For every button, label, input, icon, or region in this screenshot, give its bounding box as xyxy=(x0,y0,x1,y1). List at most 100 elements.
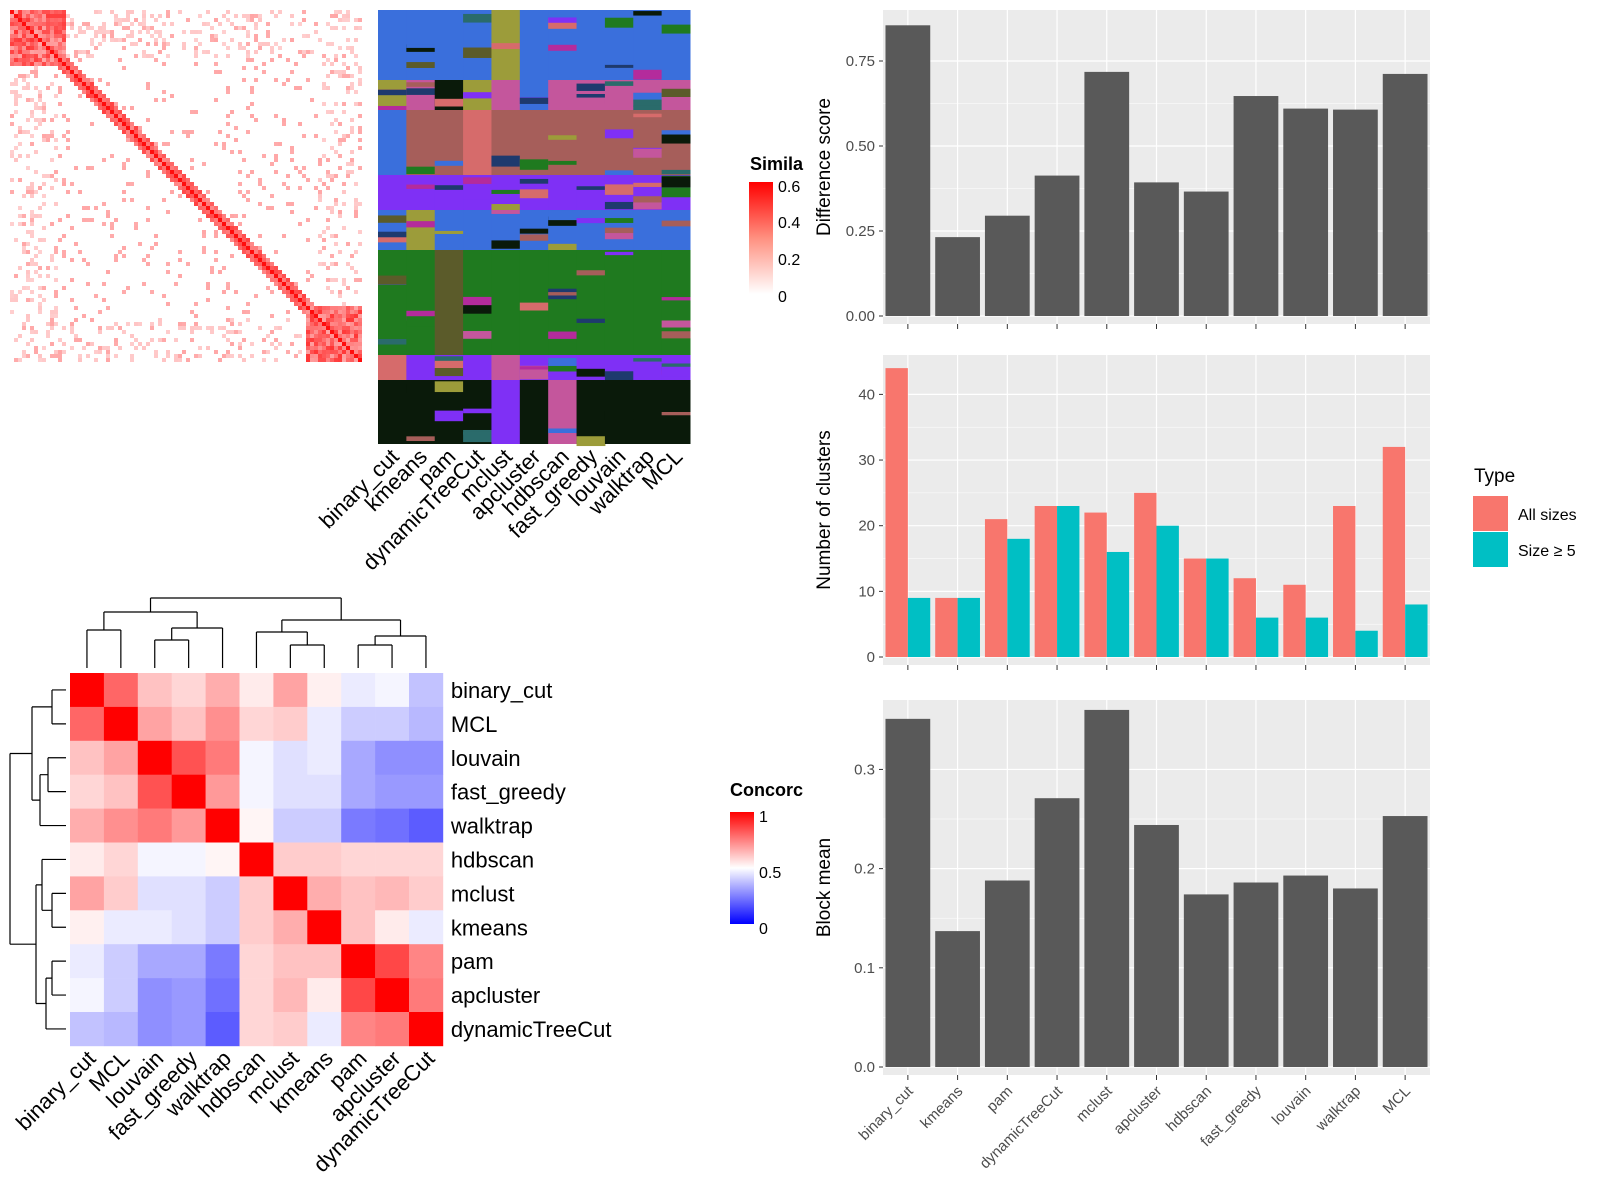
similarity-cell xyxy=(54,46,58,50)
similarity-cell xyxy=(22,38,26,42)
similarity-cell xyxy=(258,262,262,266)
similarity-cell xyxy=(346,338,350,342)
similarity-cell xyxy=(74,78,78,82)
similarity-cell xyxy=(358,70,362,74)
similarity-cell xyxy=(110,102,114,106)
similarity-cell xyxy=(298,22,302,26)
similarity-cell xyxy=(26,10,30,14)
assignment-strip xyxy=(604,411,634,420)
similarity-cell xyxy=(342,326,346,330)
similarity-cell xyxy=(78,82,82,86)
similarity-heatmap xyxy=(10,10,362,362)
similarity-cell xyxy=(326,354,330,358)
similarity-cell xyxy=(50,130,54,134)
similarity-cell xyxy=(118,18,122,22)
assignment-strip xyxy=(661,366,691,377)
similarity-cell xyxy=(234,214,238,218)
similarity-cell xyxy=(354,346,358,350)
concordance-cell xyxy=(205,978,240,1013)
concordance-cell xyxy=(273,706,308,742)
assignment-strip xyxy=(406,166,436,175)
similarity-cell xyxy=(42,26,46,30)
similarity-cell xyxy=(138,142,142,146)
similarity-cell xyxy=(18,154,22,158)
similarity-cell xyxy=(78,30,82,34)
similarity-cell xyxy=(118,126,122,130)
similarity-cell xyxy=(70,26,74,30)
similarity-cell xyxy=(346,354,350,358)
similarity-cell xyxy=(54,290,58,294)
similarity-cell xyxy=(282,122,286,126)
similarity-cell xyxy=(10,34,14,38)
similarity-cell xyxy=(214,98,218,102)
similarity-cell xyxy=(306,350,310,354)
bar-all-sizes xyxy=(1283,584,1306,657)
similarity-cell xyxy=(38,354,42,358)
assignment-strip xyxy=(434,98,464,107)
similarity-cell xyxy=(246,190,250,194)
concordance-cell xyxy=(137,842,172,877)
similarity-cell xyxy=(134,126,138,130)
similarity-cell xyxy=(358,306,362,310)
similarity-cell xyxy=(170,170,174,174)
similarity-cell xyxy=(218,210,222,214)
similarity-cell xyxy=(262,358,266,362)
similarity-cell xyxy=(286,350,290,354)
similarity-cell xyxy=(214,222,218,226)
concordance-cell xyxy=(70,876,105,911)
similarity-cell xyxy=(38,62,42,66)
similarity-cell xyxy=(54,22,58,26)
similarity-cell xyxy=(226,218,230,222)
similarity-cell xyxy=(230,222,234,226)
similarity-cell xyxy=(318,314,322,318)
similarity-cell xyxy=(162,162,166,166)
concordance-cell xyxy=(307,808,342,843)
similarity-cell xyxy=(130,182,134,186)
similarity-cell xyxy=(62,42,66,46)
similarity-cell xyxy=(262,270,266,274)
similarity-cell xyxy=(238,346,242,350)
similarity-cell xyxy=(298,306,302,310)
similarity-cell xyxy=(62,46,66,50)
similarity-cell xyxy=(110,38,114,42)
concordance-cell xyxy=(409,944,444,979)
similarity-cell xyxy=(82,78,86,82)
similarity-cell xyxy=(214,210,218,214)
similarity-cell xyxy=(206,202,210,206)
concordance-cell xyxy=(137,978,172,1013)
similarity-cell xyxy=(174,178,178,182)
similarity-cell xyxy=(18,14,22,18)
similarity-cell xyxy=(254,294,258,298)
similarity-cell xyxy=(154,38,158,42)
similarity-cell xyxy=(278,282,282,286)
assignment-strip xyxy=(406,44,436,52)
similarity-cell xyxy=(86,282,90,286)
similarity-cell xyxy=(198,198,202,202)
similarity-cell xyxy=(314,318,318,322)
similarity-cell xyxy=(102,26,106,30)
assignment-block xyxy=(576,380,606,444)
similarity-cell xyxy=(218,70,222,74)
similarity-cell xyxy=(18,74,22,78)
similarity-cell xyxy=(98,98,102,102)
similarity-cell xyxy=(270,194,274,198)
assignment-block xyxy=(604,250,634,355)
similarity-cell xyxy=(102,102,106,106)
similarity-cell xyxy=(146,150,150,154)
similarity-cell xyxy=(78,58,82,62)
similarity-cell xyxy=(290,22,294,26)
concordance-cell xyxy=(409,808,444,843)
bar xyxy=(984,880,1030,1067)
similarity-cell xyxy=(54,50,58,54)
similarity-cell xyxy=(350,334,354,338)
similarity-cell xyxy=(118,118,122,122)
similarity-cell xyxy=(38,358,42,362)
similarity-cell xyxy=(266,286,270,290)
y-tick-label: 0.75 xyxy=(846,53,875,70)
similarity-cell xyxy=(294,282,298,286)
similarity-cell xyxy=(34,170,38,174)
similarity-cell xyxy=(34,10,38,14)
similarity-cell xyxy=(62,50,66,54)
concordance-cell xyxy=(409,774,444,809)
similarity-cell xyxy=(106,110,110,114)
